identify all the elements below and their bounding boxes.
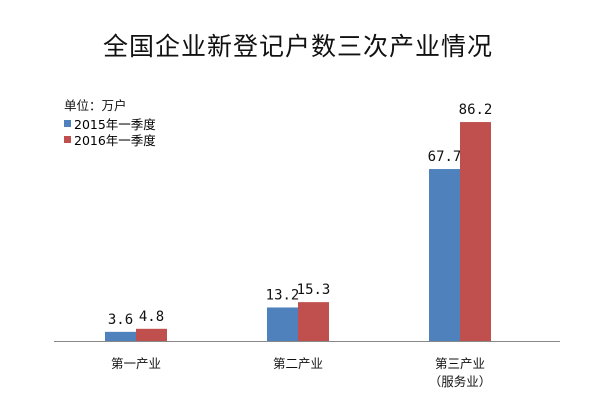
- data-label-s2-c1: 4.8: [139, 309, 164, 325]
- legend-label-2016: 2016年一季度: [74, 132, 156, 148]
- category-label-c2: 第二产业: [273, 356, 323, 371]
- legend-item-2015: 2015年一季度: [64, 115, 156, 132]
- bar-s2-c2: [298, 302, 329, 341]
- bar-s2-c1: [136, 328, 167, 341]
- bar-s1-c2: [267, 307, 298, 341]
- unit-label: 单位：万户: [64, 98, 127, 113]
- bar-s1-c1: [105, 331, 136, 341]
- legend-label-2015: 2015年一季度: [74, 116, 156, 132]
- category-label-c1: 第一产业: [111, 356, 161, 371]
- category-label-c3-line2: （服务业）: [429, 374, 492, 389]
- category-label-c3: 第三产业: [435, 356, 485, 371]
- bar-s1-c3: [429, 169, 460, 341]
- data-label-s2-c3: 86.2: [459, 102, 493, 118]
- bar-s2-c3: [460, 122, 491, 341]
- legend-item-2016: 2016年一季度: [64, 131, 156, 148]
- data-label-s1-c1: 3.6: [108, 312, 133, 328]
- legend-swatch-2015: [64, 119, 71, 127]
- chart-title: 全国企业新登记户数三次产业情况: [102, 32, 493, 61]
- legend-swatch-2016: [64, 135, 71, 143]
- legend: 2015年一季度 2016年一季度: [64, 115, 156, 148]
- data-label-s1-c2: 13.2: [266, 287, 300, 303]
- data-label-s1-c3: 67.7: [428, 149, 462, 165]
- data-label-s2-c2: 15.3: [297, 282, 331, 298]
